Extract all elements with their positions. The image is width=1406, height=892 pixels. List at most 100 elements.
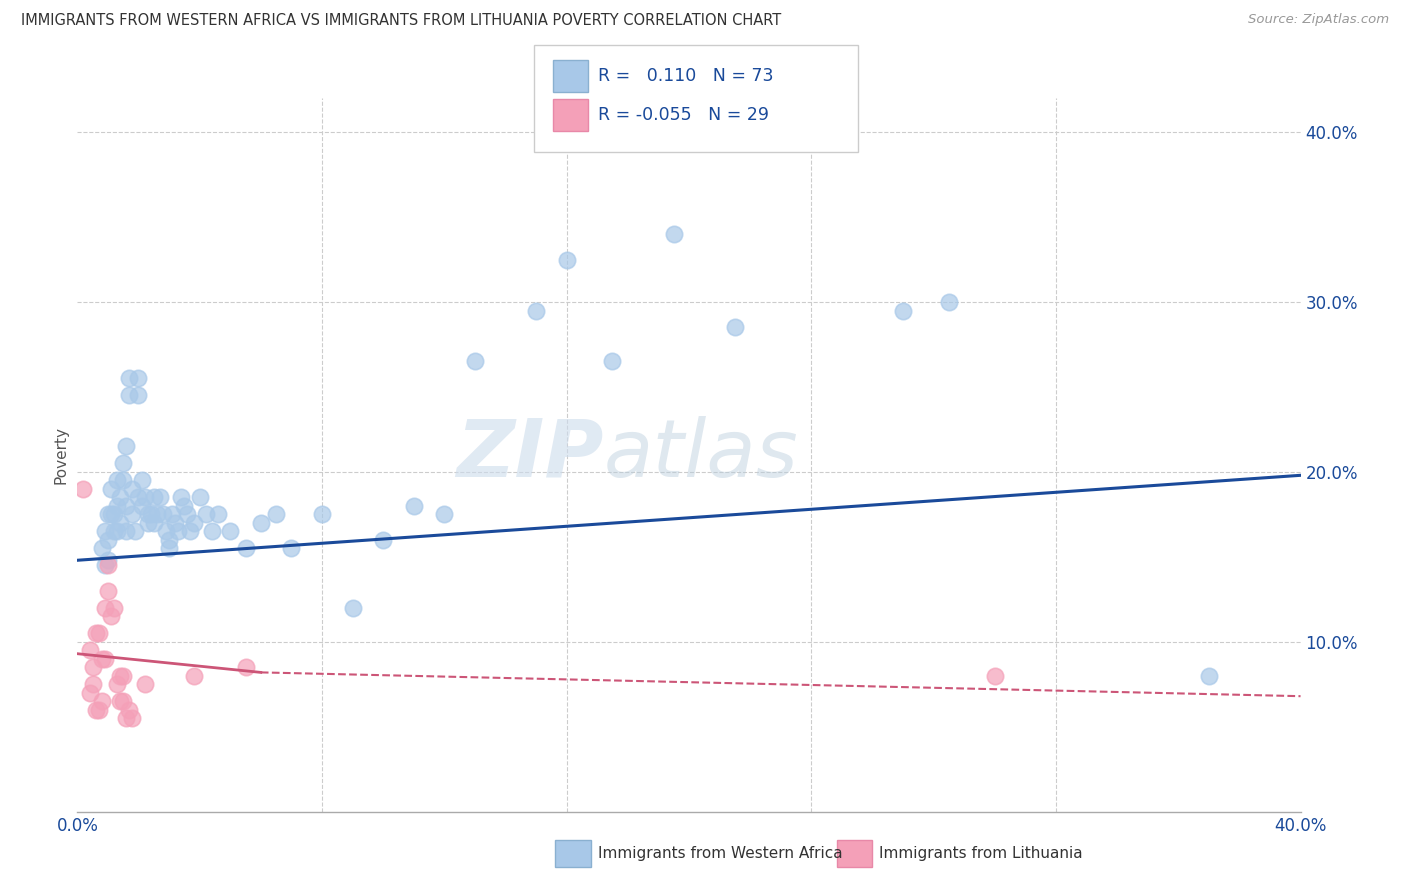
Point [108,694,131,708]
Point [371,533,394,547]
Point [183,516,205,530]
Point [160,508,183,522]
Point [97,533,120,547]
Text: R = -0.055   N = 29: R = -0.055 N = 29 [598,106,769,124]
Point [149,491,172,505]
Point [121,711,143,725]
Point [112,457,135,471]
Point [124,524,146,539]
Point [90,541,112,556]
Point [87,626,110,640]
Point [82,677,104,691]
Point [128,388,150,402]
Point [602,354,624,368]
Point [94,558,117,573]
Point [219,524,242,539]
Point [94,652,117,666]
Point [264,508,287,522]
Point [97,553,120,567]
Text: Source: ZipAtlas.com: Source: ZipAtlas.com [1249,13,1389,27]
Point [118,388,141,402]
Point [128,491,150,505]
Point [157,533,180,547]
Point [342,600,364,615]
Point [188,491,211,505]
Point [112,669,135,683]
Point [136,516,159,530]
Point [402,499,425,513]
Point [464,354,486,368]
Point [112,474,135,488]
Point [115,499,138,513]
Point [134,677,156,691]
Point [82,660,104,674]
Point [524,303,547,318]
Text: Immigrants from Lithuania: Immigrants from Lithuania [879,847,1083,861]
Point [94,524,117,539]
Point [100,482,122,496]
Point [105,524,128,539]
Point [1198,669,1220,683]
Point [87,703,110,717]
Point [79,686,101,700]
Point [938,295,960,310]
Point [118,703,141,717]
Point [152,508,174,522]
Text: R =   0.110   N = 73: R = 0.110 N = 73 [598,67,773,85]
Point [555,252,578,267]
Point [97,558,120,573]
Point [311,508,333,522]
Point [155,524,177,539]
Point [235,660,257,674]
Point [103,524,125,539]
Point [136,508,159,522]
Point [280,541,302,556]
Point [194,508,217,522]
Point [84,626,107,640]
Point [167,524,190,539]
Point [128,371,150,385]
Point [105,474,128,488]
Point [115,711,138,725]
Point [112,694,135,708]
Point [121,482,143,496]
Point [121,508,143,522]
Point [103,600,125,615]
Text: ZIP: ZIP [456,416,603,494]
Point [173,499,195,513]
Point [176,508,198,522]
Text: IMMIGRANTS FROM WESTERN AFRICA VS IMMIGRANTS FROM LITHUANIA POVERTY CORRELATION : IMMIGRANTS FROM WESTERN AFRICA VS IMMIGR… [21,13,782,29]
Point [201,524,224,539]
Point [103,508,125,522]
Point [79,643,101,657]
Point [250,516,273,530]
Point [183,669,205,683]
Point [984,669,1007,683]
Point [108,491,131,505]
Point [139,508,162,522]
Point [100,609,122,624]
Point [146,508,169,522]
Point [97,508,120,522]
Point [170,491,193,505]
Text: Immigrants from Western Africa: Immigrants from Western Africa [598,847,842,861]
Point [108,516,131,530]
Point [662,227,685,241]
Point [94,600,117,615]
Point [179,524,201,539]
Point [433,508,456,522]
Point [131,474,153,488]
Point [165,516,187,530]
Point [108,669,131,683]
Point [207,508,229,522]
Point [118,371,141,385]
Point [131,499,153,513]
Point [115,524,138,539]
Point [891,303,914,318]
Point [724,320,747,334]
Point [90,694,112,708]
Point [100,508,122,522]
Point [105,499,128,513]
Point [90,652,112,666]
Point [105,677,128,691]
